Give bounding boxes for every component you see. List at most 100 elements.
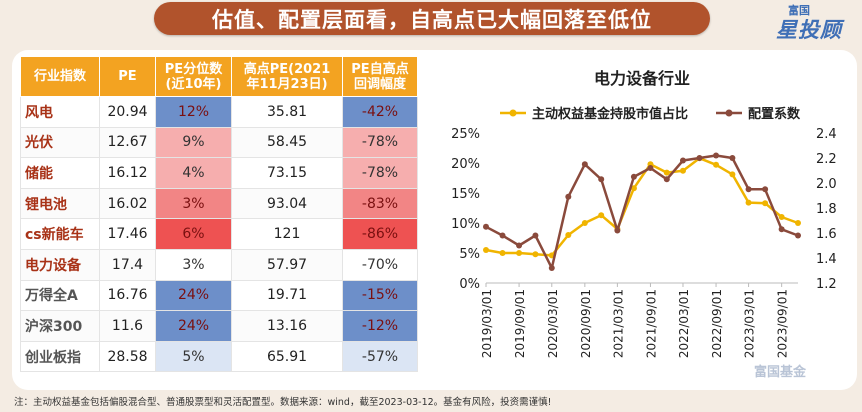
cell-pe-percentile: 5%: [155, 340, 232, 373]
col-header-pe: PE: [99, 56, 156, 97]
brand-logo: 富国 星投顾: [766, 2, 860, 44]
x-tick-label: 2020/03/01: [546, 289, 560, 358]
data-point: [729, 155, 736, 161]
cell-high-pe: 58.45: [231, 126, 343, 159]
footnote: 注：主动权益基金包括偏股混合型、普通股票型和灵活配置型。数据来源：wind，截至…: [14, 397, 552, 408]
y-left-tick-label: 20%: [451, 157, 480, 172]
data-point: [663, 176, 670, 183]
col-header-drawdown: PE自高点 回调幅度: [342, 56, 418, 97]
table-row: 万得全A 16.76 24% 19.71 -15%: [20, 279, 418, 312]
pe-valuation-table: 行业指数 PE PE分位数 (近10年) 高点PE(2021 年11月23日) PE…: [20, 56, 418, 373]
page-title: 估值、配置层面看，自高点已大幅回落至低位: [154, 2, 710, 35]
data-point: [532, 232, 539, 239]
chart-title: 电力设备行业: [594, 69, 690, 88]
data-point: [647, 165, 654, 171]
x-tick-label: 2019/09/01: [513, 289, 527, 358]
cell-industry: 锂电池: [20, 187, 100, 220]
cell-high-pe: 93.04: [231, 187, 343, 220]
data-point: [499, 232, 506, 239]
data-point: [532, 251, 539, 258]
data-point: [598, 176, 605, 183]
data-point: [516, 250, 523, 256]
table-row: 沪深300 11.6 24% 13.16 -12%: [20, 310, 418, 342]
cell-industry: 电力设备: [20, 248, 100, 281]
y-left-tick-label: 5%: [459, 247, 480, 262]
table-row: 风电 20.94 12% 35.81 -42%: [20, 96, 418, 128]
brand-logo-big: 星投顾: [776, 18, 842, 42]
cell-drawdown: -12%: [342, 310, 418, 342]
cell-drawdown: -70%: [342, 248, 418, 281]
legend-label: 配置系数: [748, 106, 801, 122]
table-row: 锂电池 16.02 3% 93.04 -83%: [20, 187, 418, 220]
cell-industry: 万得全A: [20, 279, 100, 312]
data-point: [729, 171, 736, 178]
cell-pe-percentile: 4%: [155, 157, 232, 189]
col-header-pe-percentile: PE分位数 (近10年): [155, 56, 232, 97]
cell-pe: 12.67: [99, 126, 156, 159]
cell-pe: 16.02: [99, 187, 156, 220]
data-point: [713, 152, 720, 159]
data-point: [713, 161, 720, 168]
data-point: [581, 220, 588, 226]
data-point: [565, 232, 572, 238]
legend-swatch-marker: [509, 109, 517, 117]
cell-pe-percentile: 12%: [155, 96, 232, 128]
cell-drawdown: -57%: [342, 340, 418, 373]
y-right-tick-label: 1.4: [816, 252, 837, 267]
table-row: 储能 16.12 4% 73.15 -78%: [20, 157, 418, 189]
col-header-text: 高点PE(2021: [243, 61, 331, 77]
cell-high-pe: 65.91: [231, 340, 343, 373]
y-left-tick-label: 25%: [451, 127, 480, 142]
series-line: [485, 154, 799, 270]
x-tick-label: 2022/03/01: [677, 289, 691, 358]
table-row: 创业板指 28.58 5% 65.91 -57%: [20, 340, 418, 373]
data-point: [778, 214, 785, 220]
x-tick-label: 2023/03/01: [743, 289, 757, 358]
cell-pe: 28.58: [99, 340, 156, 373]
data-point: [795, 220, 801, 226]
y-left-tick-label: 10%: [451, 217, 480, 232]
x-tick-label: 2023/09/01: [776, 289, 790, 358]
y-right-tick-label: 2.2: [816, 152, 837, 167]
y-right-tick-label: 1.2: [816, 277, 837, 292]
cell-pe-percentile: 9%: [155, 126, 232, 159]
x-tick-label: 2022/09/01: [710, 289, 724, 358]
cell-high-pe: 35.81: [231, 96, 343, 128]
y-right-tick-label: 2.4: [816, 127, 837, 142]
cell-high-pe: 121: [231, 218, 343, 250]
table-row: 电力设备 17.4 3% 57.97 -70%: [20, 248, 418, 281]
data-point: [598, 212, 605, 219]
table-row: 光伏 12.67 9% 58.45 -78%: [20, 126, 418, 159]
cell-drawdown: -86%: [342, 218, 418, 250]
cell-pe: 17.46: [99, 218, 156, 250]
cell-drawdown: -83%: [342, 187, 418, 220]
data-point: [745, 199, 752, 206]
col-header-high-pe: 高点PE(2021 年11月23日): [231, 56, 343, 97]
data-point: [696, 155, 703, 161]
cell-pe-percentile: 24%: [155, 279, 232, 312]
data-point: [762, 200, 769, 207]
cell-drawdown: -15%: [342, 279, 418, 312]
cell-pe-percentile: 24%: [155, 310, 232, 342]
brand-logo-small: 富国: [788, 4, 810, 17]
y-right-tick-label: 1.6: [816, 227, 837, 242]
cell-industry: 储能: [20, 157, 100, 189]
y-left-tick-label: 15%: [451, 187, 480, 202]
data-point: [663, 169, 670, 176]
data-point: [565, 193, 572, 200]
y-right-tick-label: 2.0: [816, 177, 837, 192]
cell-industry: 沪深300: [20, 310, 100, 342]
data-point: [581, 161, 588, 168]
cell-pe: 20.94: [99, 96, 156, 128]
cell-drawdown: -78%: [342, 126, 418, 159]
cell-pe: 16.12: [99, 157, 156, 189]
table-body: 风电 20.94 12% 35.81 -42% 光伏 12.67 9% 58.45 -78% 储能 1…: [20, 96, 418, 373]
cell-drawdown: -78%: [342, 157, 418, 189]
data-point: [614, 227, 621, 234]
data-point: [630, 173, 637, 180]
cell-industry: 光伏: [20, 126, 100, 159]
y-left-tick-label: 0%: [459, 277, 480, 292]
data-point: [795, 232, 801, 239]
cell-pe-percentile: 6%: [155, 218, 232, 250]
